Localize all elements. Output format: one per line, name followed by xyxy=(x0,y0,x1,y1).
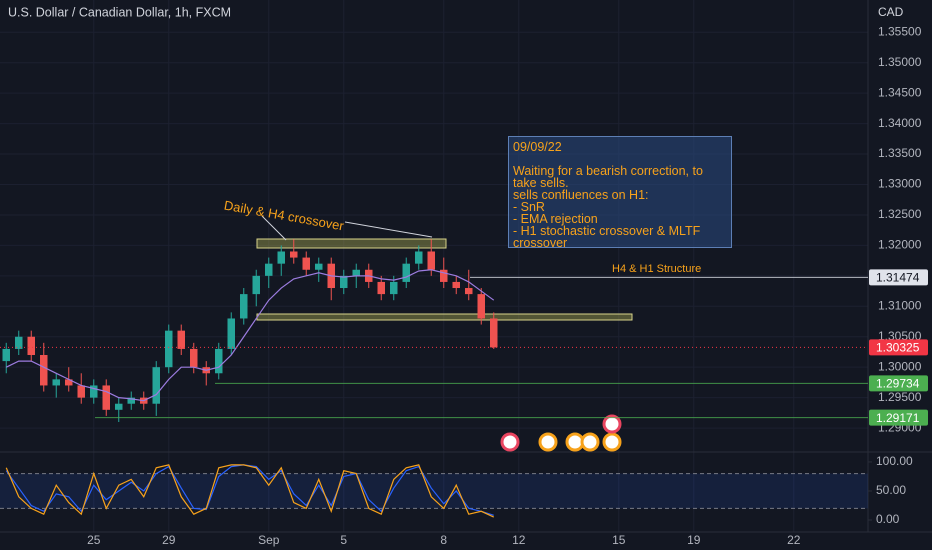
resistance-zone xyxy=(256,238,447,249)
y-tick-label: 1.35500 xyxy=(878,24,922,38)
candle-body xyxy=(290,251,298,258)
candle-body xyxy=(265,263,273,276)
candle-body xyxy=(215,348,223,374)
price-label: 1.30325 xyxy=(876,341,920,355)
x-tick-label: 15 xyxy=(612,533,626,547)
currency: CAD xyxy=(878,5,904,19)
y-tick-label: 1.31000 xyxy=(878,298,922,312)
candle-body xyxy=(90,385,98,398)
x-tick-label: 5 xyxy=(340,533,347,547)
candle-body xyxy=(115,403,123,410)
candle-body xyxy=(127,397,135,404)
y-tick-label: 1.34500 xyxy=(878,85,922,99)
price-label-box xyxy=(869,375,928,392)
candle-body xyxy=(477,294,485,319)
note-line: - SnR xyxy=(513,200,545,214)
note-line: take sells. xyxy=(513,176,569,190)
candle-body xyxy=(240,294,248,319)
candle-body xyxy=(77,385,85,398)
x-tick-label: 19 xyxy=(687,533,701,547)
x-tick-label: 29 xyxy=(162,533,176,547)
event-icon xyxy=(538,432,558,452)
annotation: H4 & H1 Structure xyxy=(612,263,701,275)
candle-body xyxy=(402,263,410,282)
candle-body xyxy=(177,330,185,349)
y-tick-label: 0.00 xyxy=(876,512,900,526)
candle-body xyxy=(65,379,73,386)
event-icon xyxy=(602,432,622,452)
candle-body xyxy=(27,336,35,356)
arrow xyxy=(261,215,287,241)
y-tick-label: 1.34000 xyxy=(878,116,922,130)
note-line: - EMA rejection xyxy=(513,212,598,226)
stoch-line xyxy=(5,464,495,518)
y-tick-label: 1.35000 xyxy=(878,55,922,69)
x-tick-label: 12 xyxy=(512,533,526,547)
x-tick-label: Sep xyxy=(258,533,280,547)
candle-body xyxy=(2,348,10,362)
candle-body xyxy=(465,288,473,295)
candle-body xyxy=(40,355,48,386)
candle-body xyxy=(252,275,260,295)
y-tick-label: 1.33500 xyxy=(878,146,922,160)
y-tick-label: 1.32000 xyxy=(878,238,922,252)
ema-line xyxy=(5,269,495,402)
x-tick-label: 22 xyxy=(787,533,801,547)
price-label: 1.29734 xyxy=(876,377,920,391)
y-tick-label: 50.00 xyxy=(876,483,906,497)
note-date: 09/09/22 xyxy=(513,140,562,154)
annotation: Daily & H4 crossover xyxy=(223,198,346,234)
candle-body xyxy=(415,251,423,264)
candle-body xyxy=(102,385,110,410)
candle-body xyxy=(15,336,23,349)
candle-body xyxy=(152,367,160,404)
support-zone xyxy=(256,313,633,321)
candle-body xyxy=(390,281,398,295)
y-tick-label: 1.30000 xyxy=(878,359,922,373)
note-line: crossover xyxy=(513,236,568,250)
candle-body xyxy=(165,330,173,368)
candle-body xyxy=(452,281,460,289)
y-tick-label: 1.32500 xyxy=(878,207,922,221)
note-line: Waiting for a bearish correction, to xyxy=(513,164,703,178)
candle-body xyxy=(277,251,285,264)
candle-body xyxy=(377,281,385,295)
note-line: - H1 stochastic crossover & MLTF xyxy=(513,224,701,238)
y-tick-label: 1.33000 xyxy=(878,177,922,191)
x-tick-label: 8 xyxy=(440,533,447,547)
candle-body xyxy=(340,275,348,289)
event-icon xyxy=(580,432,600,452)
candle-body xyxy=(52,379,60,386)
x-tick-label: 25 xyxy=(87,533,101,547)
note-box: 09/09/22 Waiting for a bearish correctio… xyxy=(508,136,732,250)
candle-body xyxy=(440,269,448,282)
candle-body xyxy=(190,348,198,368)
price-label-box xyxy=(869,409,928,426)
chart-title: U.S. Dollar / Canadian Dollar, 1h, FXCM xyxy=(8,5,231,19)
candle-body xyxy=(490,318,498,348)
y-tick-label: 100.00 xyxy=(876,454,913,468)
price-label-box xyxy=(869,269,928,286)
note-line: sells confluences on H1: xyxy=(513,188,649,202)
candle-body xyxy=(302,257,310,270)
price-label: 1.29171 xyxy=(876,411,920,425)
event-icon xyxy=(602,414,622,434)
candle-body xyxy=(315,263,323,270)
price-label-box xyxy=(869,339,928,356)
candle-body xyxy=(352,269,360,276)
arrow xyxy=(344,221,433,238)
candle-body xyxy=(227,318,235,349)
price-label: 1.31474 xyxy=(876,271,920,285)
candle-body xyxy=(427,251,435,270)
event-icons xyxy=(500,414,622,452)
event-icon xyxy=(500,432,520,452)
y-tick-label: 1.29500 xyxy=(878,390,922,404)
